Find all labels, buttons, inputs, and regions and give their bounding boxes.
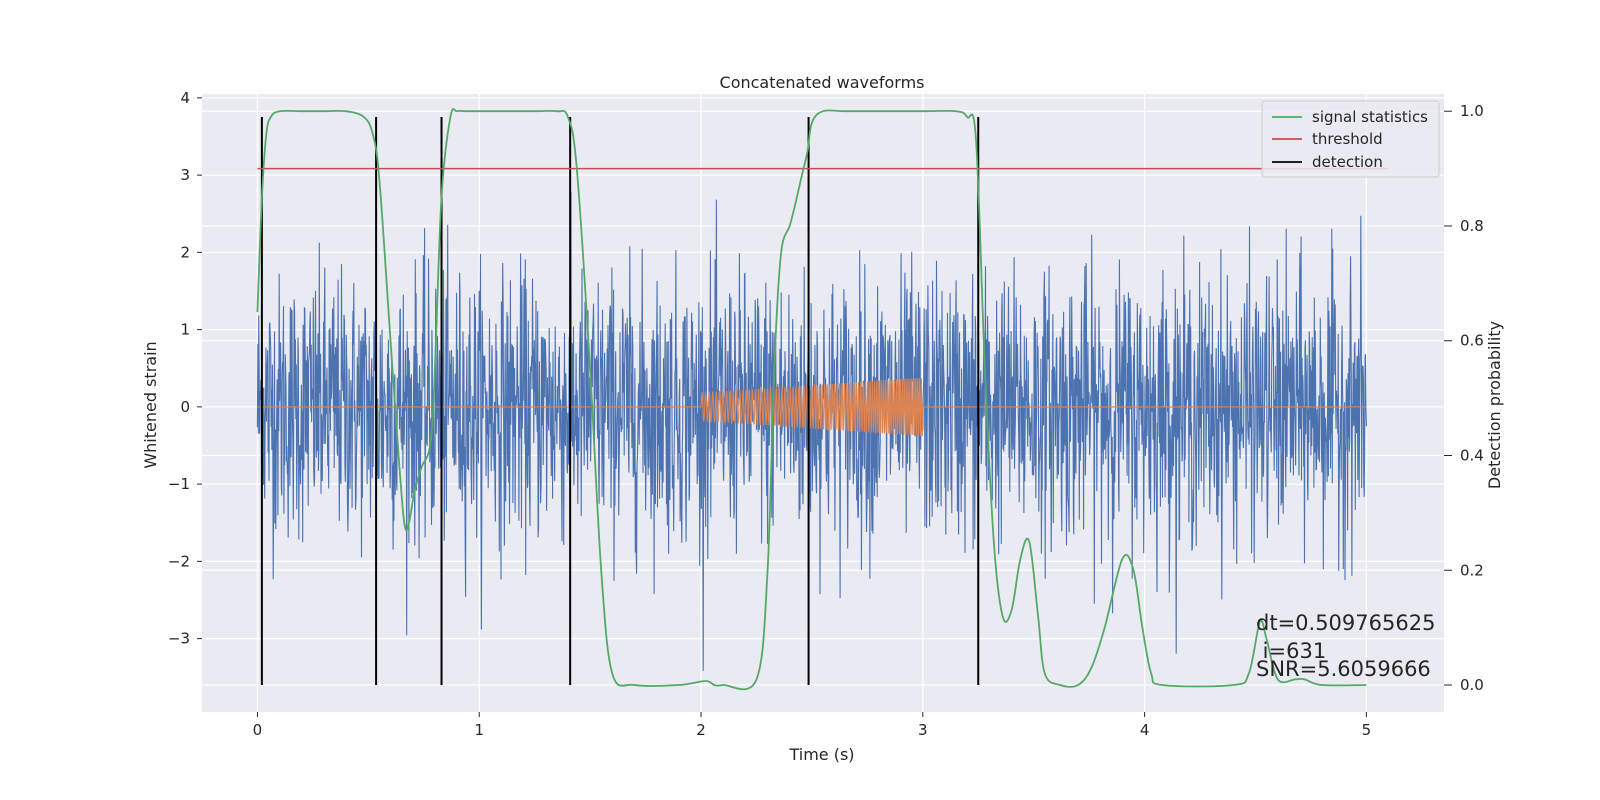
injection-series bbox=[257, 377, 1367, 437]
y2-tick-label: 0.2 bbox=[1460, 561, 1484, 579]
y2-tick-label: 1.0 bbox=[1460, 102, 1484, 120]
x-tick-label: 3 bbox=[918, 721, 928, 739]
y2-tick-label: 0.8 bbox=[1460, 217, 1484, 235]
x-tick-label: 1 bbox=[474, 721, 484, 739]
annotation-index: i=631 bbox=[1256, 639, 1326, 663]
x-tick-label: 0 bbox=[253, 721, 263, 739]
y-axis-label: Whitened strain bbox=[141, 341, 160, 468]
y-tick-label: 1 bbox=[180, 321, 190, 339]
y-tick-label: 3 bbox=[180, 166, 190, 184]
x-tick-label: 4 bbox=[1140, 721, 1150, 739]
chart-title: Concatenated waveforms bbox=[720, 73, 925, 92]
y-tick-label: −2 bbox=[168, 552, 190, 570]
y2-tick-label: 0.4 bbox=[1460, 447, 1484, 465]
legend-threshold-label: threshold bbox=[1312, 130, 1383, 148]
y-tick-label: 4 bbox=[180, 89, 190, 107]
legend-signal-statistics-label: signal statistics bbox=[1312, 108, 1428, 126]
x-tick-label: 5 bbox=[1362, 721, 1372, 739]
legend-box bbox=[1261, 100, 1440, 178]
legend-detection-label: detection bbox=[1312, 153, 1383, 171]
legend: signal statistics threshold detection bbox=[1261, 100, 1440, 178]
ticks: 0 1 2 3 4 5 −3 −2 −1 0 1 2 3 4 0.0 0.2 0.4 0.6 0.8 1.0 bbox=[168, 89, 1484, 739]
y-tick-label: −1 bbox=[168, 475, 190, 493]
y2-tick-label: 0.0 bbox=[1460, 676, 1484, 694]
y2-tick-label: 0.6 bbox=[1460, 332, 1484, 350]
signal-statistics-series bbox=[256, 108, 1367, 691]
annotation-dt: dt=0.509765625 bbox=[1256, 611, 1435, 635]
y-tick-label: −3 bbox=[168, 630, 190, 648]
plot-area bbox=[256, 108, 1389, 691]
detection-lines bbox=[260, 116, 980, 686]
y-tick-label: 2 bbox=[180, 243, 190, 261]
x-axis-label: Time (s) bbox=[788, 745, 854, 764]
x-tick-label: 2 bbox=[696, 721, 706, 739]
annotation-box: dt=0.509765625 i=631 SNR=5.6059666 bbox=[1256, 611, 1435, 681]
y2-axis-label: Detection probability bbox=[1485, 321, 1504, 489]
annotation-snr: SNR=5.6059666 bbox=[1256, 657, 1431, 681]
y-tick-label: 0 bbox=[180, 398, 190, 416]
